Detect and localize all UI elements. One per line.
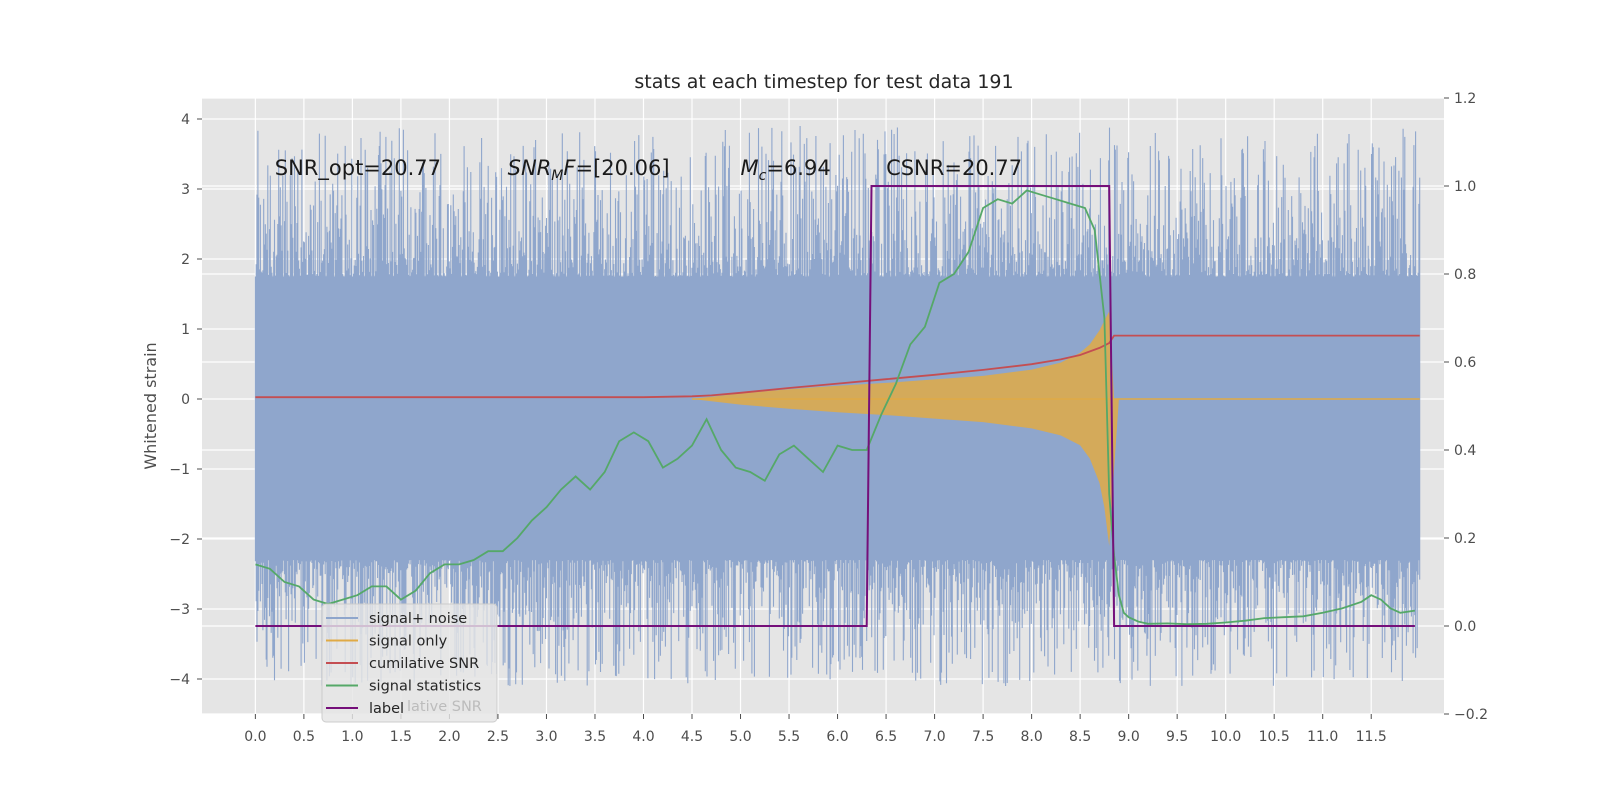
annotation-part: c <box>759 168 767 184</box>
y-axis-label: Whitened strain <box>141 342 160 469</box>
x-tick-label: 5.0 <box>729 729 751 745</box>
y-tick-label: 4 <box>181 112 190 128</box>
x-tick-label: 1.5 <box>390 729 412 745</box>
annotation-part: SNR <box>508 156 552 180</box>
annotation-part: CSNR=20.77 <box>886 156 1022 180</box>
y-tick-label: 1 <box>181 322 190 338</box>
x-tick-label: 7.0 <box>923 729 945 745</box>
x-tick-label: 2.0 <box>438 729 460 745</box>
annotation-part: F <box>563 156 576 180</box>
annotation-part: =[20.06] <box>575 156 669 180</box>
x-tick-label: 11.0 <box>1307 729 1338 745</box>
legend-label: cumilative SNR <box>369 656 479 672</box>
x-tick-label: 0.0 <box>244 729 266 745</box>
y-axis-left: 4 3 2 1 0 −1 −2 −3 −4 <box>169 112 202 688</box>
x-tick-label: 3.0 <box>535 729 557 745</box>
x-tick-label: 9.0 <box>1118 729 1140 745</box>
legend-label: signal+ noise <box>369 611 467 627</box>
legend-label: signal statistics <box>369 679 481 695</box>
y-tick-label: 3 <box>181 182 190 198</box>
x-tick-label: 6.0 <box>826 729 848 745</box>
y-tick-label: 0 <box>181 392 190 408</box>
x-tick-label: 4.5 <box>681 729 703 745</box>
y-tick-label: −4 <box>169 672 190 688</box>
x-tick-label: 8.0 <box>1020 729 1042 745</box>
y2-tick-label: 1.2 <box>1454 91 1476 107</box>
x-tick-label: 0.5 <box>293 729 315 745</box>
y2-tick-label: 0.8 <box>1454 267 1476 283</box>
y-axis-right: 1.2 1.0 0.8 0.6 0.4 0.2 0.0 −0.2 <box>1444 91 1488 723</box>
line-series-group <box>255 185 1420 627</box>
legend: lative SNR signal+ noise signal only cumila… <box>321 603 498 723</box>
x-tick-label: 10.0 <box>1210 729 1241 745</box>
legend-label: label <box>369 701 404 717</box>
y-tick-label: −2 <box>169 532 190 548</box>
annotation-part: =6.94 <box>766 156 830 180</box>
x-tick-label: 10.5 <box>1259 729 1290 745</box>
x-tick-label: 6.5 <box>875 729 897 745</box>
annotation-text: Mc=6.94 <box>741 156 831 184</box>
x-tick-label: 11.5 <box>1356 729 1387 745</box>
x-tick-label: 9.5 <box>1166 729 1188 745</box>
y-tick-label: −1 <box>169 462 190 478</box>
y2-tick-label: −0.2 <box>1454 707 1488 723</box>
cumilative-SNR-line <box>255 334 1420 399</box>
label-line <box>255 185 1415 627</box>
x-tick-label: 7.5 <box>972 729 994 745</box>
x-tick-label: 2.5 <box>487 729 509 745</box>
y2-tick-label: 1.0 <box>1454 179 1476 195</box>
legend-label: signal only <box>369 634 448 650</box>
annotation-text: SNRMF=[20.06] <box>508 156 670 184</box>
chart-title: stats at each timestep for test data 191 <box>634 71 1013 93</box>
annotation-text: CSNR=20.77 <box>886 156 1022 180</box>
signal-only-fill <box>692 311 1420 546</box>
legend-box <box>321 603 498 723</box>
y2-tick-label: 0.4 <box>1454 443 1476 459</box>
annotation-text: SNR_opt=20.77 <box>275 156 441 181</box>
x-axis: 0.0 0.5 1.0 1.5 2.0 2.5 3.0 3.5 4.0 4.5 5.0 5.5 6.0 6… <box>244 714 1387 745</box>
legend-ghost-text: lative SNR <box>407 699 482 715</box>
y-tick-label: 2 <box>181 252 190 268</box>
y2-tick-label: 0.6 <box>1454 355 1476 371</box>
annotation-part: SNR_opt=20.77 <box>275 156 441 181</box>
x-tick-label: 3.5 <box>584 729 606 745</box>
signal-statistics-line <box>255 189 1416 626</box>
x-tick-label: 8.5 <box>1069 729 1091 745</box>
x-tick-label: 1.0 <box>341 729 363 745</box>
annotation-part: M <box>741 156 759 180</box>
signal-only-series <box>692 311 1420 546</box>
annotations: SNR_opt=20.77 SNRMF=[20.06] Mc=6.94 CSNR=20… <box>275 156 1022 184</box>
y2-tick-label: 0.0 <box>1454 619 1476 635</box>
signal-plus-noise-series <box>254 126 1421 686</box>
annotation-part: M <box>551 168 563 184</box>
y-tick-label: −3 <box>169 602 190 618</box>
x-tick-label: 4.0 <box>632 729 654 745</box>
y2-tick-label: 0.2 <box>1454 531 1476 547</box>
x-tick-label: 5.5 <box>778 729 800 745</box>
